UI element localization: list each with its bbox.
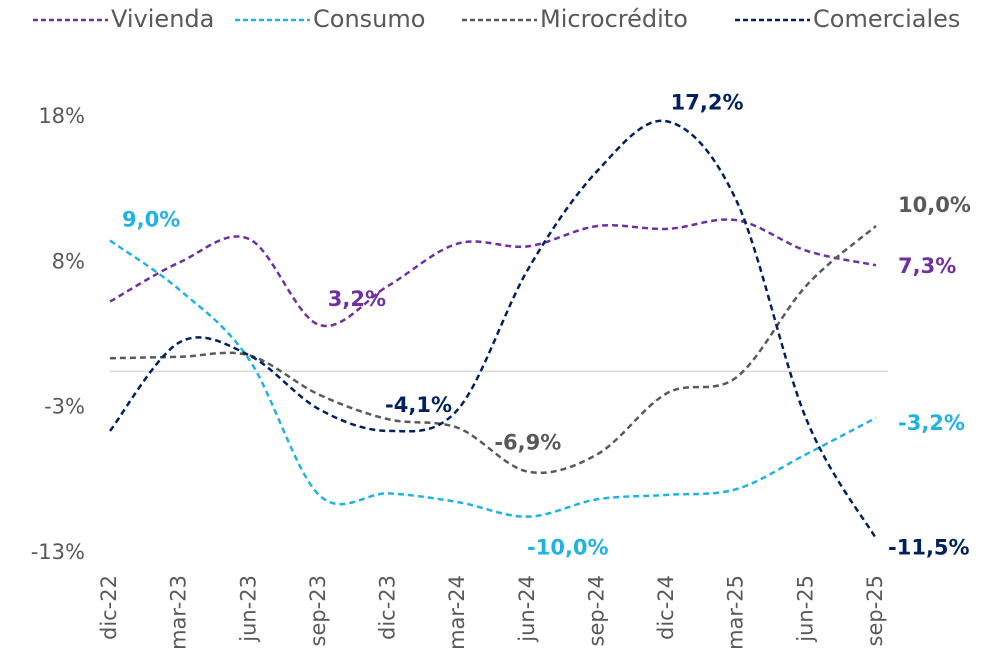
y-tick-label: 8% — [52, 249, 85, 273]
legend-label: Vivienda — [111, 5, 214, 33]
data-label: -4,1% — [385, 393, 452, 417]
data-label: 17,2% — [671, 90, 744, 114]
x-tick-label: dic-22 — [97, 575, 121, 640]
y-tick-label: 18% — [38, 104, 85, 128]
series-line — [109, 225, 877, 474]
data-label: -11,5% — [888, 535, 970, 559]
legend-label: Microcrédito — [540, 5, 688, 33]
data-label: 3,2% — [328, 287, 386, 311]
data-label: 7,3% — [898, 254, 956, 278]
data-label: -3,2% — [898, 411, 965, 435]
series-line — [109, 239, 877, 518]
y-tick-label: -3% — [44, 395, 85, 419]
x-tick-label: sep-25 — [863, 575, 887, 647]
data-label: 9,0% — [122, 208, 180, 232]
x-tick-label: jun-23 — [236, 575, 260, 643]
legend-label: Comerciales — [813, 5, 960, 33]
legend-label: Consumo — [313, 5, 425, 33]
data-label: 10,0% — [898, 193, 971, 217]
x-tick-label: dic-23 — [376, 575, 400, 640]
y-tick-label: -13% — [31, 540, 85, 564]
x-tick-label: mar-24 — [445, 575, 469, 650]
x-tick-label: sep-24 — [584, 575, 608, 647]
series-line — [109, 218, 877, 328]
x-tick-label: jun-25 — [793, 575, 817, 643]
x-tick-label: mar-25 — [724, 575, 748, 650]
x-tick-label: sep-23 — [306, 575, 330, 647]
data-label: -6,9% — [494, 431, 561, 455]
x-tick-label: mar-23 — [167, 575, 191, 650]
x-tick-label: jun-24 — [515, 575, 539, 643]
data-label: -10,0% — [527, 536, 609, 560]
x-tick-label: dic-24 — [654, 575, 678, 640]
series-line — [109, 119, 878, 540]
